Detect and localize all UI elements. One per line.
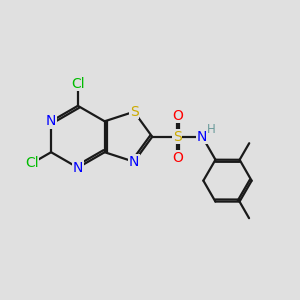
Text: Cl: Cl: [25, 156, 39, 170]
Text: N: N: [197, 130, 208, 144]
Text: N: N: [46, 114, 56, 128]
Text: Cl: Cl: [71, 77, 85, 91]
Text: S: S: [173, 130, 182, 144]
Text: S: S: [130, 105, 138, 119]
Text: O: O: [172, 109, 183, 122]
Text: O: O: [172, 151, 183, 165]
Text: H: H: [207, 123, 215, 136]
Text: N: N: [129, 155, 139, 169]
Text: N: N: [73, 161, 83, 175]
